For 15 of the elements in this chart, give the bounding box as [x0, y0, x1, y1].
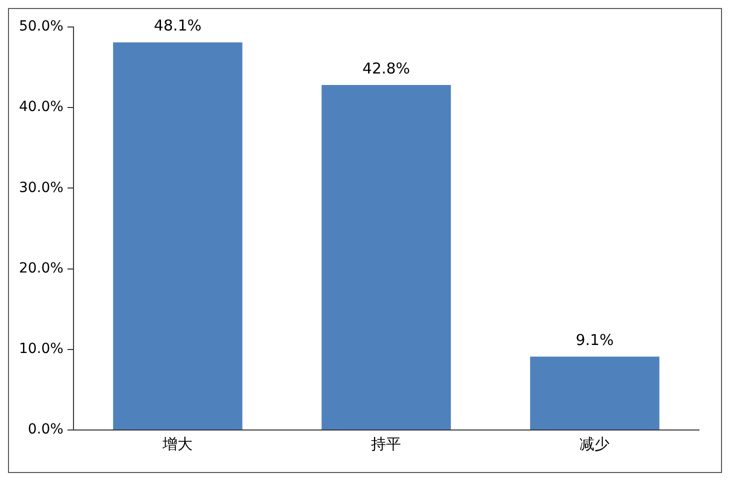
- y-tick-label: 10.0%: [18, 341, 64, 358]
- y-tick-label: 30.0%: [18, 180, 64, 196]
- x-tick-label: 持平: [371, 434, 402, 453]
- y-tick-label: 40.0%: [18, 99, 64, 116]
- y-tick-label: 0.0%: [28, 422, 64, 438]
- data-label: 9.1%: [576, 331, 614, 350]
- bar: [113, 42, 242, 430]
- x-tick-label: 增大: [162, 434, 193, 453]
- y-tick-label: 20.0%: [18, 260, 64, 276]
- y-tick-label: 50.0%: [18, 18, 64, 35]
- data-label: 42.8%: [362, 59, 410, 78]
- bar: [530, 356, 660, 430]
- data-label: 48.1%: [154, 16, 202, 35]
- bar: [322, 85, 451, 430]
- x-tick-label: 减少: [580, 434, 610, 453]
